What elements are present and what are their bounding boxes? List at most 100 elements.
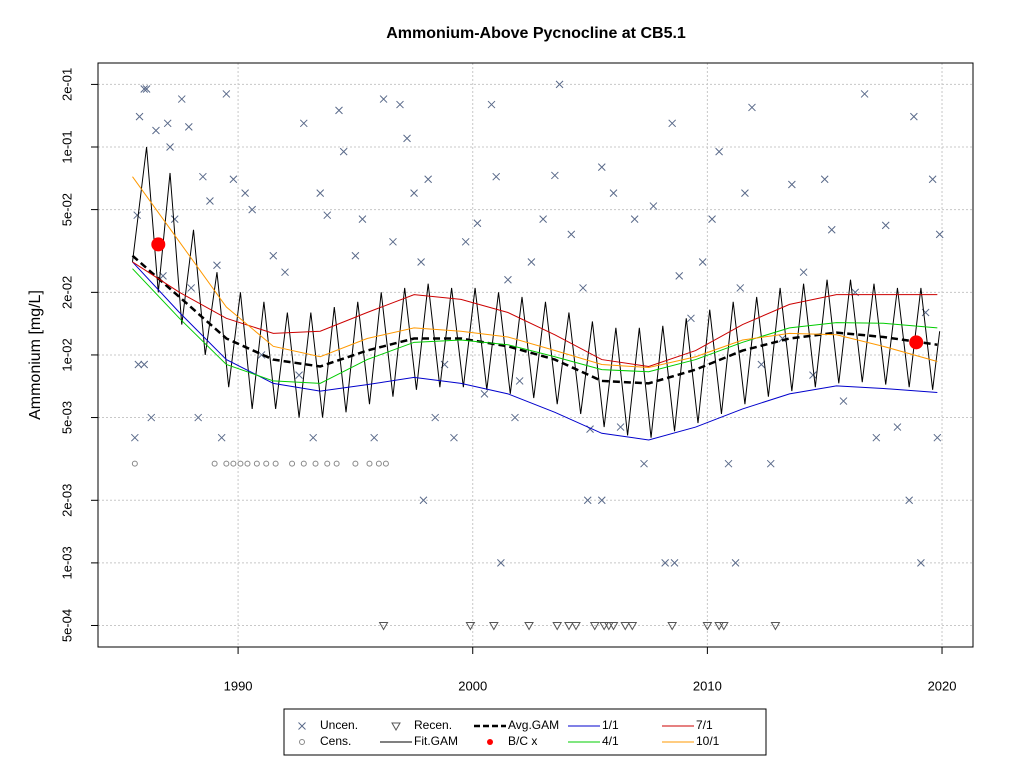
x-marker [724, 459, 733, 468]
y-tick-label: 2e-02 [59, 276, 74, 309]
x-marker [142, 85, 151, 93]
x-marker [135, 112, 144, 121]
x-marker [213, 261, 221, 270]
triangle-marker [627, 621, 638, 631]
triangle-marker [552, 621, 563, 631]
circle-marker [244, 460, 251, 467]
x-marker [370, 433, 379, 442]
legend-label: 1/1 [602, 718, 619, 732]
triangle-marker [599, 621, 609, 631]
y-tick-label: 5e-04 [59, 609, 74, 642]
x-marker [527, 258, 536, 266]
x-tick-label: 1990 [224, 678, 253, 693]
x-marker [424, 175, 433, 184]
legend-label: 7/1 [696, 718, 713, 732]
x-marker [492, 172, 501, 181]
x-marker [140, 85, 149, 93]
legend-label: Fit.GAM [414, 734, 458, 748]
y-tick-label: 2e-03 [59, 484, 74, 517]
x-marker [217, 433, 226, 442]
circle-marker [253, 460, 260, 467]
y-tick-label: 5e-02 [59, 193, 74, 226]
x-marker [504, 275, 512, 284]
x-marker [597, 496, 606, 505]
circle-marker [324, 460, 331, 467]
x-marker [675, 272, 684, 280]
line [132, 268, 938, 384]
x-marker [698, 258, 707, 266]
triangle-marker [714, 621, 724, 631]
triangle-marker [603, 621, 614, 631]
x-marker [567, 230, 576, 239]
x-marker [431, 413, 440, 422]
x-marker [335, 106, 343, 115]
x-marker [809, 371, 817, 379]
x-marker [893, 423, 902, 431]
circle-marker [272, 460, 279, 467]
x-marker [539, 215, 547, 223]
circle-marker [299, 739, 305, 745]
circle-marker [312, 460, 319, 467]
x-marker [917, 559, 925, 567]
triangle-marker [608, 621, 619, 631]
x-marker [905, 496, 914, 505]
triangle-marker [589, 621, 600, 631]
x-marker [396, 100, 404, 109]
x-marker [134, 360, 143, 369]
triangle-marker [770, 621, 781, 631]
x-marker [309, 433, 318, 442]
triangle-marker [391, 722, 401, 732]
x-tick-label: 2020 [928, 678, 957, 693]
x-marker [487, 100, 496, 109]
y-tick-label: 2e-01 [59, 68, 74, 101]
circle-marker [289, 460, 296, 467]
x-marker [910, 112, 918, 121]
x-marker [640, 459, 648, 468]
x-marker [410, 189, 418, 197]
x-marker [358, 215, 367, 223]
legend: Uncen. Cens. Recen. Fit.GAM Avg.GAM B/C x 1/1 4… [298, 718, 720, 748]
x-marker [670, 559, 679, 567]
circle-marker [352, 460, 359, 467]
x-marker [583, 496, 592, 505]
x-marker [229, 175, 238, 184]
x-marker [163, 119, 172, 128]
legend-label: B/C x [508, 734, 537, 748]
x-marker [339, 147, 348, 156]
line [132, 261, 938, 441]
x-marker [351, 251, 360, 260]
x-marker [579, 284, 587, 292]
x-marker [668, 119, 677, 128]
triangle-marker [524, 621, 534, 631]
x-marker [206, 197, 214, 205]
x-marker [766, 459, 775, 468]
circle-marker [237, 460, 244, 467]
x-marker [715, 147, 723, 156]
x-marker [450, 433, 458, 442]
x-marker [708, 215, 716, 223]
circle-marker [300, 460, 307, 467]
grid [98, 63, 973, 647]
x-marker [222, 90, 231, 98]
triangle-marker [378, 621, 389, 631]
x-marker [389, 237, 397, 246]
line [132, 176, 938, 369]
x-marker [299, 119, 308, 128]
x-marker [860, 90, 869, 98]
triangle-marker [620, 621, 631, 631]
x-marker [616, 423, 625, 431]
triangle-marker [488, 621, 499, 631]
x-marker [649, 202, 658, 210]
x-marker [515, 377, 524, 385]
legend-label: Cens. [320, 734, 351, 748]
x-marker [281, 268, 289, 277]
x-marker [147, 413, 156, 422]
x-marker [555, 80, 564, 89]
x-tick-label: 2010 [693, 678, 722, 693]
dot-marker [909, 335, 924, 350]
legend-label: 10/1 [696, 734, 720, 748]
x-marker [787, 180, 796, 189]
legend-box [283, 708, 767, 756]
x-marker [933, 433, 942, 442]
